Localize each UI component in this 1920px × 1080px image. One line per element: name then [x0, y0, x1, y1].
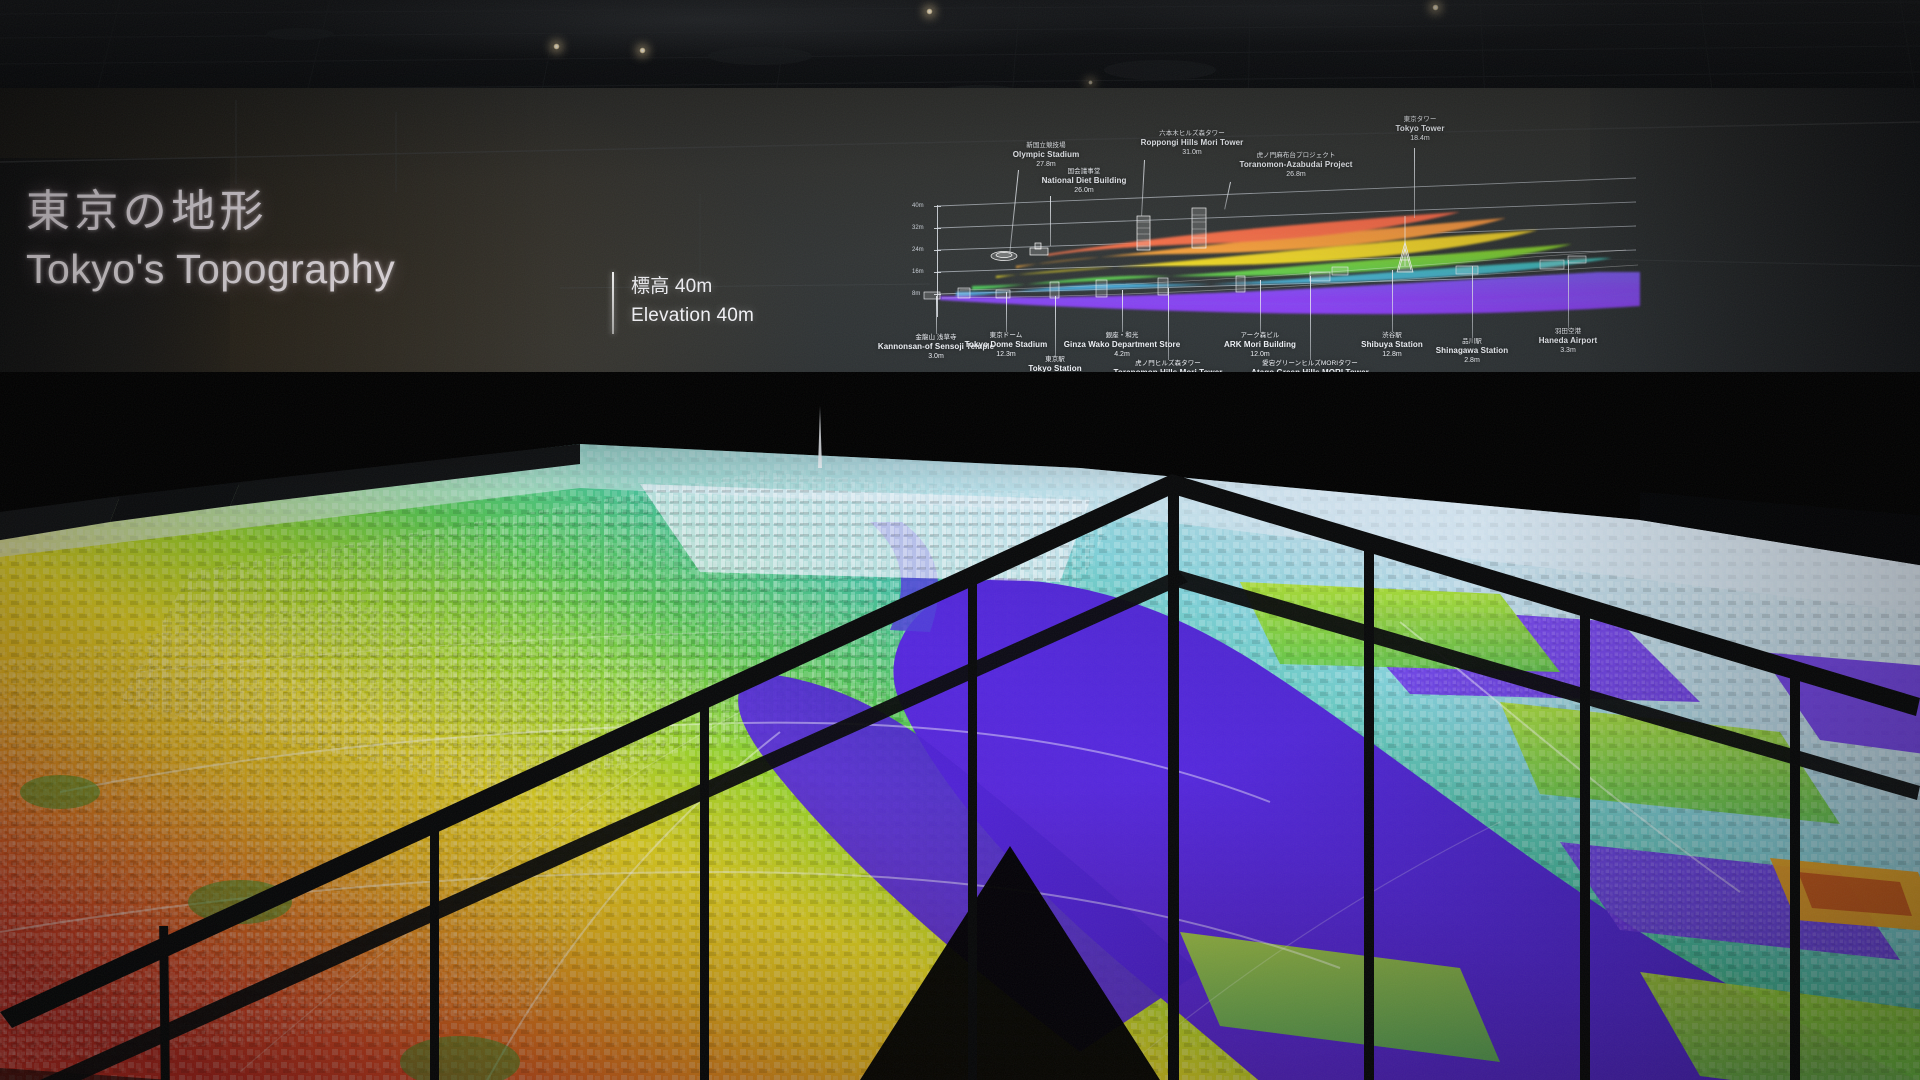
landmark-label-roppongi-hills-mori-tower: 六本木ヒルズ森タワー Roppongi Hills Mori Tower 31.…	[1141, 130, 1244, 158]
spotlight-icon	[1088, 80, 1093, 85]
page-title-english: Tokyo's Topography	[26, 245, 396, 292]
landmark-height: 26.8m	[1286, 170, 1306, 178]
landmark-label-shinagawa-station: 品川駅 Shinagawa Station 2.8m	[1436, 338, 1508, 366]
landmark-en: Shibuya Station	[1361, 340, 1423, 350]
spotlight-icon	[553, 43, 560, 50]
leader-line	[1414, 148, 1415, 218]
leader-line	[1168, 288, 1169, 360]
leader-line	[1122, 290, 1123, 332]
landmark-label-ark-mori-building: アーク森ビル ARK Mori Building 12.0m	[1224, 332, 1296, 360]
leader-line	[936, 296, 937, 334]
leader-line	[1310, 276, 1311, 360]
spotlight-icon	[1432, 4, 1439, 11]
landmark-height: 4.2m	[1114, 350, 1130, 358]
elevation-label-japanese: 標高 40m	[631, 276, 713, 297]
elevation-label-english: Elevation 40m	[631, 305, 755, 327]
spotlight-icon	[639, 47, 646, 54]
landmark-height: 3.3m	[1560, 346, 1576, 354]
spotlight-icon	[926, 8, 933, 15]
elevation-cross-section-diagram: 40m 32m 24m 16m 8m	[878, 116, 1640, 386]
elevation-callout: 標高 40m Elevation 40m	[612, 272, 754, 334]
landmark-en: Toranomon-Azabudai Project	[1239, 160, 1353, 170]
landmark-en: Tokyo Tower	[1395, 124, 1445, 134]
exhibit-title-block: 東京の地形 Tokyo's Topography	[26, 186, 395, 294]
leader-line	[1472, 266, 1473, 338]
page-title-japanese: 東京の地形	[26, 187, 268, 236]
railing-icon	[0, 474, 1920, 1080]
leader-line	[1392, 270, 1393, 332]
elevation-text: 標高 40m Elevation 40m	[631, 272, 754, 334]
landmark-height: 12.0m	[1250, 350, 1270, 358]
landmark-label-toranomon-azabudai-project: 虎ノ門麻布台プロジェクト Toranomon-Azabudai Project …	[1239, 152, 1352, 180]
landmark-height: 31.0m	[1182, 148, 1202, 156]
landmark-en: Ginza Wako Department Store	[1063, 340, 1181, 350]
leader-line	[1568, 260, 1569, 328]
leader-line	[1055, 296, 1056, 356]
landmark-label-national-diet-building: 国会議事堂 National Diet Building 26.0m	[1042, 168, 1127, 196]
landmark-label-tokyo-tower: 東京タワー Tokyo Tower 18.4m	[1395, 116, 1444, 144]
landmark-height: 2.8m	[1464, 356, 1480, 364]
landmark-label-olympic-stadium: 新国立競技場 Olympic Stadium 27.8m	[1013, 142, 1080, 170]
leader-line	[1260, 280, 1261, 332]
landmark-en: Haneda Airport	[1538, 336, 1598, 346]
leader-line	[1006, 292, 1007, 332]
landmark-en: Tokyo Dome Stadium	[964, 340, 1048, 350]
leader-line	[1050, 196, 1051, 246]
landmark-en: Roppongi Hills Mori Tower	[1140, 138, 1244, 148]
landmark-height: 26.0m	[1074, 186, 1094, 194]
landmark-height: 12.8m	[1382, 350, 1402, 358]
landmark-label-haneda-airport: 羽田空港 Haneda Airport 3.3m	[1539, 328, 1598, 356]
landmark-en: ARK Mori Building	[1223, 340, 1297, 350]
landmark-label-ginza-wako-department-store: 銀座・和光 Ginza Wako Department Store 4.2m	[1064, 332, 1181, 360]
landmark-label-shibuya-station: 渋谷駅 Shibuya Station 12.8m	[1361, 332, 1423, 360]
landmark-height: 18.4m	[1410, 134, 1430, 142]
landmark-en: National Diet Building	[1041, 176, 1127, 186]
landmark-en: Shinagawa Station	[1435, 346, 1509, 356]
landmark-en: Olympic Stadium	[1012, 150, 1080, 160]
elevation-rule-icon	[612, 272, 614, 334]
